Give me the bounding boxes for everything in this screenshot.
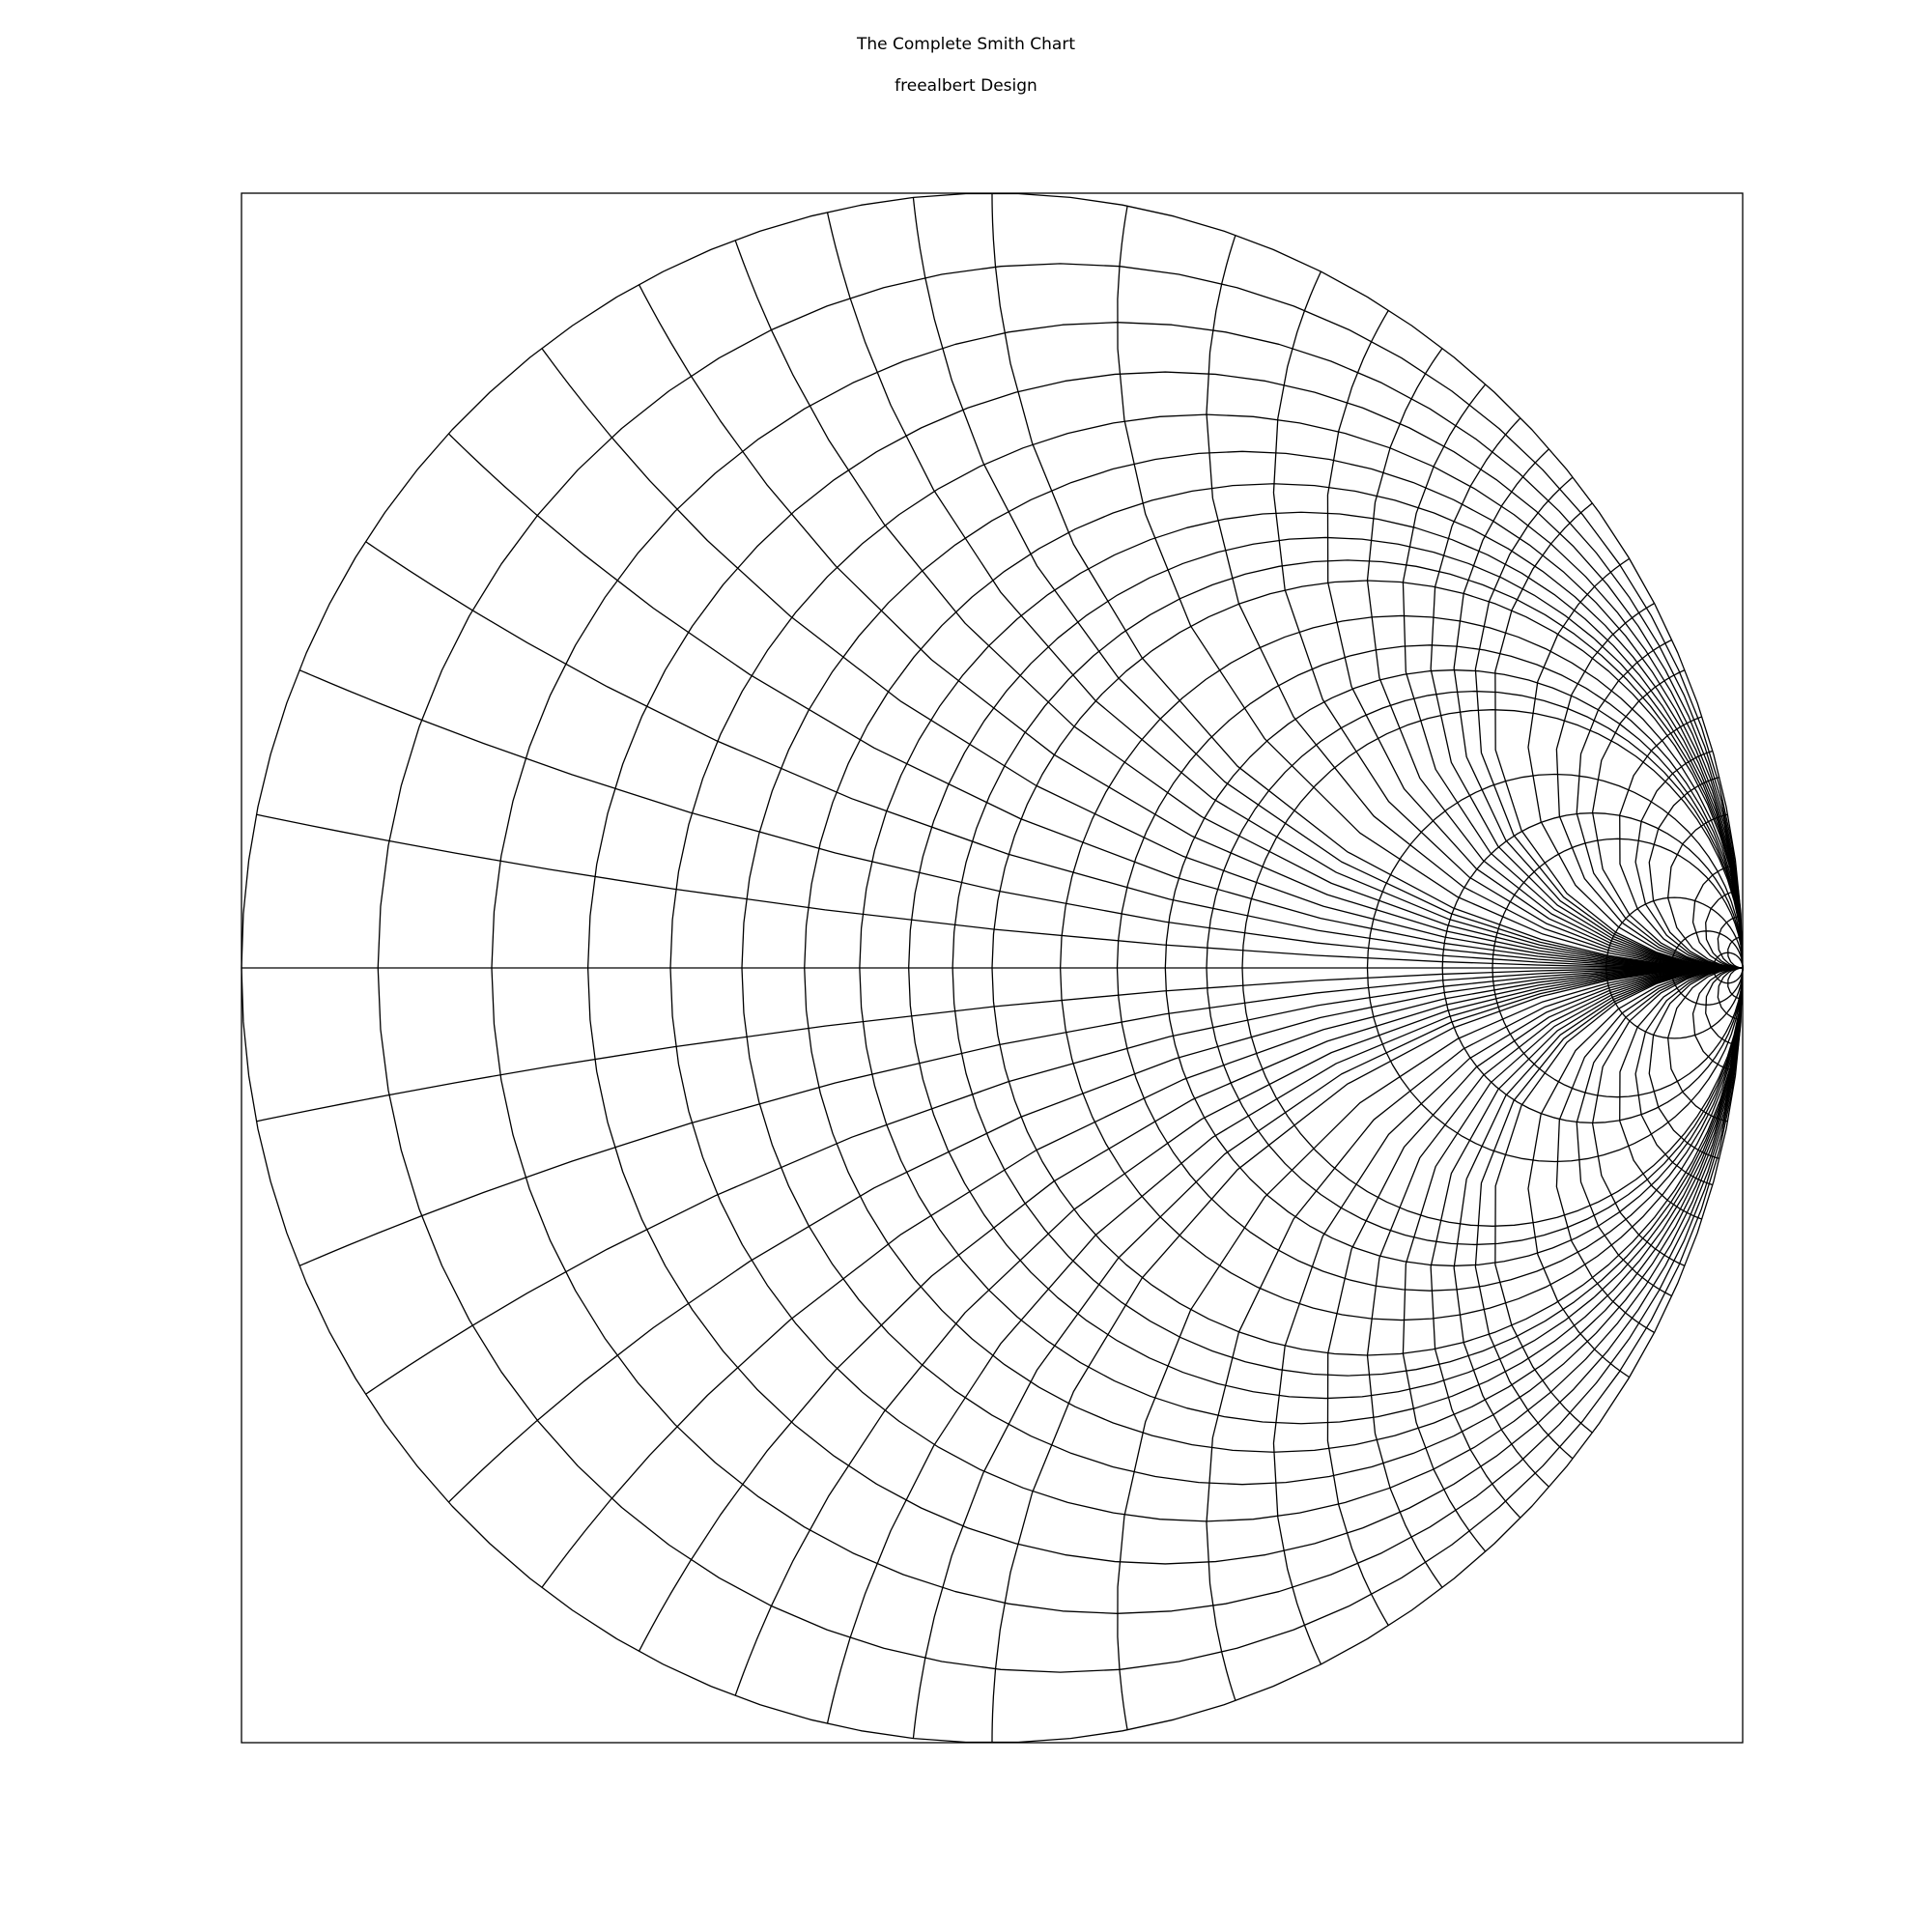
resistance-circle-0-2 [491, 322, 1744, 1614]
resistance-circle-1 [991, 580, 1744, 1356]
reactance-arc-positive-50 [1727, 936, 1744, 969]
reactance-arc-negative-1-4 [1206, 967, 1743, 1701]
resistance-circle-1-2 [1059, 614, 1744, 1321]
reactance-arc-negative-1-2 [1117, 967, 1743, 1731]
reactance-arc-positive-30 [1717, 915, 1744, 969]
chart-title: The Complete Smith Chart [857, 35, 1075, 54]
resistance-circle-1-4 [1116, 644, 1744, 1292]
smith-grid [241, 192, 1744, 1744]
resistance-circle-5 [1492, 838, 1744, 1098]
resistance-circle-3 [1366, 773, 1744, 1163]
resistance-circle-1-8 [1206, 690, 1744, 1246]
resistance-circle-0-7 [859, 511, 1744, 1425]
reactance-arc-negative-1-8 [1326, 967, 1743, 1627]
reactance-arc-negative-50 [1727, 967, 1744, 1000]
reactance-arc-positive-1-2 [1117, 205, 1743, 969]
reactance-arc-positive-1-4 [1206, 234, 1743, 969]
resistance-circle-0-6 [804, 483, 1744, 1453]
resistance-circle-2 [1241, 709, 1744, 1227]
reactance-arc-positive-1-8 [1326, 309, 1743, 969]
resistance-circle-0-1 [377, 263, 1744, 1673]
resistance-circle-0-5 [741, 450, 1744, 1486]
reactance-arc-negative-30 [1717, 967, 1744, 1021]
resistance-circle-0-3 [586, 371, 1744, 1565]
resistance-circle-0-9 [952, 559, 1744, 1377]
resistance-circle-0-8 [908, 536, 1744, 1400]
resistance-circle-0-4 [669, 413, 1744, 1522]
resistance-circle-10 [1605, 896, 1744, 1039]
resistance-circle-4 [1441, 811, 1744, 1124]
chart-subtitle: freealbert Design [895, 76, 1037, 96]
